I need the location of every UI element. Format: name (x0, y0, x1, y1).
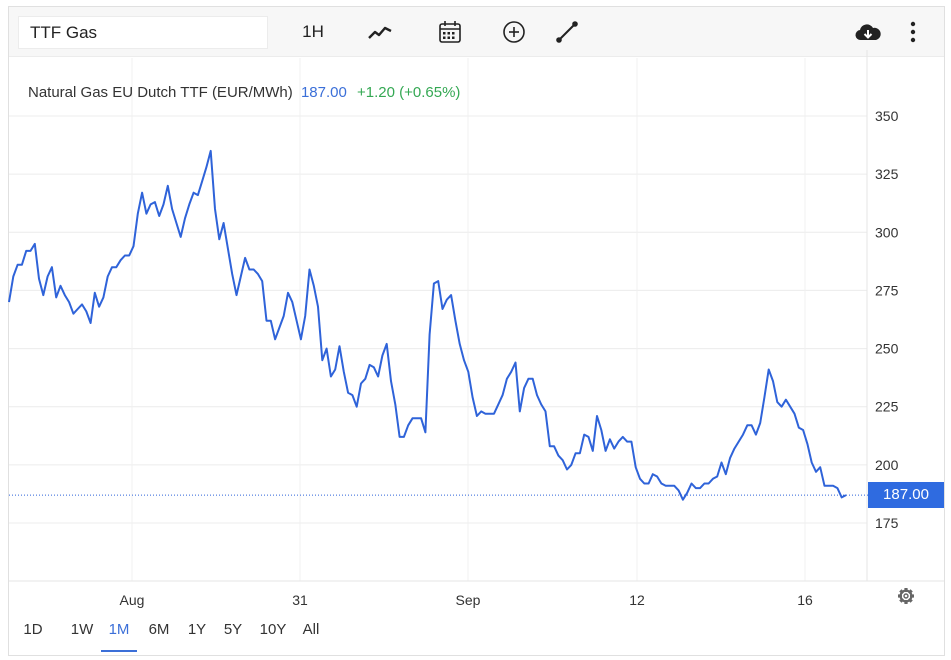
range-button-6m[interactable]: 6M (148, 621, 170, 638)
x-tick-label: Sep (456, 592, 481, 608)
y-tick-label: 325 (875, 166, 899, 182)
chart-type-icon (368, 26, 392, 39)
draw-line-icon (556, 21, 578, 43)
add-indicator-button[interactable] (499, 17, 529, 47)
interval-button[interactable]: 1H (291, 17, 335, 47)
calendar-icon (439, 21, 461, 43)
range-button-1m[interactable]: 1M (101, 616, 137, 652)
range-button-1d[interactable]: 1D (23, 621, 43, 638)
range-button-1y[interactable]: 1Y (187, 621, 207, 638)
toolbar: 1H (9, 7, 944, 57)
symbol-input[interactable] (18, 16, 268, 49)
chart-legend: Natural Gas EU Dutch TTF (EUR/MWh) 187.0… (28, 84, 460, 101)
more-vert-icon (910, 21, 916, 43)
y-tick-label: 350 (875, 108, 899, 124)
legend-last-price: 187.00 (300, 84, 347, 101)
last-price-tag: 187.00 (868, 482, 944, 508)
x-tick-label: Aug (120, 592, 145, 608)
legend-instrument-name: Natural Gas EU Dutch TTF (EUR/MWh) (28, 84, 293, 101)
y-tick-label: 200 (875, 457, 899, 473)
y-tick-label: 275 (875, 282, 899, 298)
y-tick-label: 225 (875, 399, 899, 415)
y-tick-label: 300 (875, 224, 899, 240)
price-series-line (8, 149, 847, 501)
range-button-1w[interactable]: 1W (70, 621, 94, 638)
y-tick-label: 175 (875, 515, 899, 531)
y-tick-label: 250 (875, 341, 899, 357)
chart-widget: 1H (8, 6, 945, 656)
chart-type-button[interactable] (365, 17, 395, 47)
range-button-all[interactable]: All (302, 621, 320, 638)
download-icon (855, 24, 881, 41)
calendar-button[interactable] (435, 17, 465, 47)
x-tick-label: 12 (629, 592, 645, 608)
interval-label: 1H (302, 22, 324, 41)
settings-gear-icon[interactable] (898, 588, 914, 604)
x-tick-label: 16 (797, 592, 813, 608)
add-indicator-icon (503, 21, 525, 43)
price-chart: 175 200 225 250 275 300 325 350 Aug 31 Sep 12 16 (8, 50, 944, 608)
legend-price-change: +1.20 (+0.65%) (357, 84, 461, 101)
download-button[interactable] (852, 17, 884, 47)
draw-line-button[interactable] (552, 17, 582, 47)
range-button-10y[interactable]: 10Y (259, 621, 287, 638)
x-tick-label: 31 (292, 592, 308, 608)
more-options-button[interactable] (903, 17, 923, 47)
range-button-5y[interactable]: 5Y (223, 621, 243, 638)
